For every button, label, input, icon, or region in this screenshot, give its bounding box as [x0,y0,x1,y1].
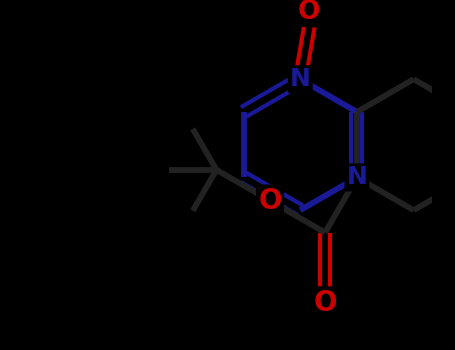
Text: N: N [290,67,311,91]
Text: O: O [298,0,321,25]
Text: N: N [347,166,367,189]
Text: O: O [313,289,337,317]
Text: O: O [258,187,282,215]
